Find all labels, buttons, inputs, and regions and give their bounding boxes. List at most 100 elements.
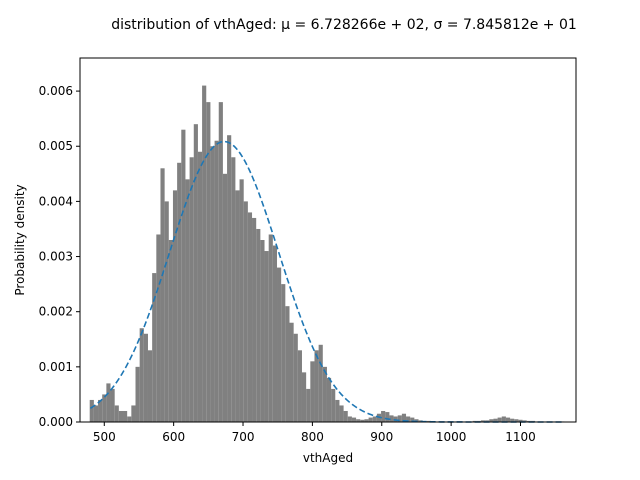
- histogram-bar: [110, 388, 115, 422]
- histogram-bar: [89, 399, 94, 422]
- histogram-bar: [505, 417, 511, 422]
- histogram-bar: [114, 405, 119, 422]
- histogram-bar: [152, 273, 157, 422]
- histogram-bar: [326, 377, 332, 422]
- histogram-bar: [172, 190, 178, 422]
- histogram-bar: [347, 416, 352, 422]
- y-tick-label: 0.006: [39, 84, 73, 98]
- histogram-bar: [497, 417, 502, 422]
- histogram-bar: [356, 419, 361, 422]
- histogram-bar: [160, 168, 165, 422]
- histogram-bar: [293, 333, 298, 422]
- histogram-bar: [247, 212, 253, 422]
- histogram-bar: [489, 419, 494, 422]
- histogram-bar: [222, 173, 228, 422]
- histogram-bar: [364, 419, 369, 422]
- histogram-bar: [264, 251, 269, 422]
- histogram-bar: [243, 201, 248, 422]
- histogram-bar: [493, 418, 498, 422]
- y-tick-label: 0.001: [39, 360, 73, 374]
- histogram-bar: [185, 179, 190, 422]
- histogram-bar: [127, 416, 132, 422]
- y-tick-label: 0.003: [39, 250, 73, 264]
- histogram-bar: [351, 417, 357, 422]
- histogram-bar: [306, 388, 311, 422]
- histogram-bar: [372, 416, 377, 422]
- x-axis-label: vthAged: [303, 451, 353, 465]
- histogram-bars: [89, 85, 565, 423]
- histogram-bar: [118, 410, 124, 422]
- histogram-bar: [426, 420, 432, 422]
- histogram-bar: [397, 415, 402, 422]
- histogram-bar: [177, 162, 182, 423]
- histogram-bar: [281, 284, 286, 422]
- histogram-bar: [168, 240, 173, 422]
- y-axis-ticks: 0.000 0.001 0.002 0.003 0.004 0.005 0.006: [39, 84, 80, 429]
- y-tick-label: 0.000: [39, 415, 73, 429]
- histogram-bar: [285, 306, 290, 422]
- histogram-bar: [256, 228, 261, 422]
- x-tick-label: 500: [93, 430, 116, 444]
- histogram-bar: [147, 350, 153, 422]
- histogram-bar: [189, 157, 194, 422]
- histogram-bar: [214, 140, 219, 423]
- chart-title: distribution of vthAged: μ = 6.728266e +…: [111, 17, 577, 33]
- histogram-bar: [414, 419, 419, 422]
- x-tick-label: 900: [370, 430, 393, 444]
- histogram-bar: [93, 405, 99, 422]
- histogram-bar: [260, 240, 265, 422]
- histogram-bar: [252, 217, 257, 422]
- histogram-bar: [131, 405, 136, 422]
- histogram-bar: [297, 350, 302, 422]
- histogram-bar: [197, 151, 203, 422]
- x-tick-label: 800: [301, 430, 324, 444]
- histogram-bar: [360, 419, 365, 422]
- x-tick-label: 600: [162, 430, 185, 444]
- y-tick-label: 0.002: [39, 305, 73, 319]
- histogram-bar: [310, 361, 315, 422]
- histogram-bar: [206, 102, 211, 423]
- histogram-bar: [156, 234, 161, 422]
- histogram-bar: [135, 366, 140, 422]
- histogram-bar: [98, 399, 103, 422]
- histogram-bar: [218, 102, 223, 423]
- plot-frame: [79, 57, 577, 423]
- x-tick-label: 1000: [436, 430, 467, 444]
- histogram-bar: [480, 420, 486, 422]
- histogram-bar: [522, 420, 527, 422]
- histogram-bar: [164, 201, 169, 422]
- histogram-bar: [331, 388, 336, 422]
- x-tick-label: 700: [232, 430, 255, 444]
- histogram-bar: [385, 412, 390, 422]
- histogram-bar: [335, 399, 340, 422]
- histogram-bar: [389, 415, 394, 422]
- histogram-bar: [406, 416, 411, 422]
- histogram-bar: [322, 366, 327, 422]
- histogram-bar: [268, 234, 273, 422]
- histogram-bar: [381, 410, 386, 422]
- histogram-bar: [343, 410, 348, 422]
- histogram-bar: [193, 124, 198, 423]
- histogram-bar: [301, 372, 307, 422]
- histogram-bar: [227, 135, 232, 422]
- histogram-bar: [485, 420, 490, 422]
- histogram-bar: [181, 129, 186, 422]
- histogram-bar: [143, 333, 148, 422]
- histogram-bar: [518, 419, 523, 422]
- histogram-bar: [231, 157, 236, 422]
- histogram-bar: [314, 350, 319, 422]
- histogram-bar: [368, 417, 373, 422]
- histogram-bar: [514, 419, 519, 422]
- histogram-bar: [272, 245, 278, 422]
- histogram-bar: [289, 322, 294, 422]
- histogram-bar: [202, 85, 207, 422]
- x-axis-ticks: 500 600 700 800 900 1000 1100: [93, 422, 536, 444]
- histogram-bar: [123, 410, 128, 422]
- histogram-bar: [239, 179, 244, 422]
- histogram-bar: [106, 383, 111, 422]
- histogram-bar: [401, 413, 407, 422]
- y-tick-label: 0.004: [39, 194, 73, 208]
- histogram-bar: [339, 405, 344, 422]
- histogram-bar: [277, 267, 282, 422]
